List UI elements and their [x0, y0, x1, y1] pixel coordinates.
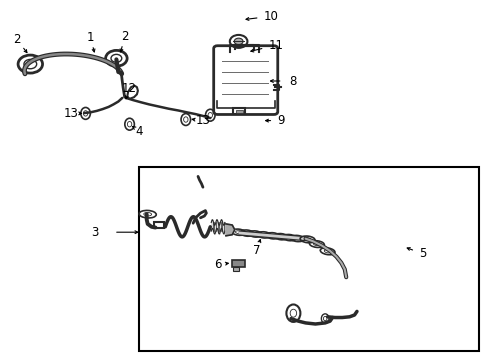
Bar	[235, 110, 242, 113]
Text: 10: 10	[264, 10, 278, 23]
Bar	[233, 108, 245, 114]
Bar	[139, 167, 478, 351]
Bar	[232, 267, 238, 271]
Text: 3: 3	[91, 226, 99, 239]
Text: 5: 5	[418, 247, 426, 260]
Text: 4: 4	[135, 125, 143, 138]
Text: 2: 2	[121, 30, 128, 42]
Text: 13: 13	[63, 107, 78, 120]
Text: 13: 13	[195, 114, 210, 127]
Text: 8: 8	[289, 75, 297, 87]
Text: 12: 12	[122, 82, 137, 95]
Text: 9: 9	[277, 114, 285, 127]
Text: 11: 11	[268, 39, 283, 51]
Bar	[154, 222, 163, 228]
Polygon shape	[225, 224, 234, 236]
Text: 6: 6	[213, 258, 221, 271]
Bar	[231, 260, 245, 267]
Circle shape	[234, 38, 243, 45]
Text: 7: 7	[252, 244, 260, 257]
Text: 1: 1	[86, 31, 94, 44]
Text: 2: 2	[13, 33, 21, 46]
